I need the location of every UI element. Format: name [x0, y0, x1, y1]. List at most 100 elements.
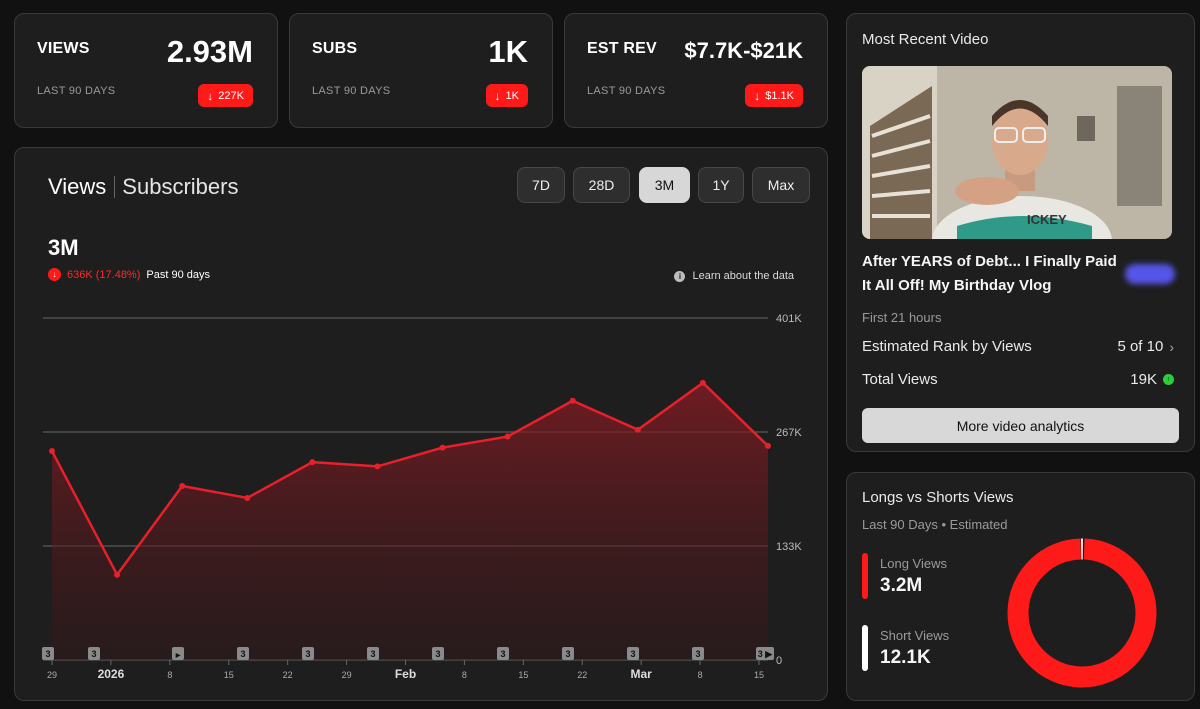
x-tick-label: 29 [47, 670, 57, 680]
upload-marker-label: 3 [240, 649, 245, 659]
arrow-up-icon: ↑ [1163, 374, 1174, 385]
data-point [439, 444, 446, 451]
time-window: First 21 hours [862, 310, 942, 325]
stat-label: VIEWS [37, 40, 90, 57]
tab-divider [114, 176, 116, 198]
upload-marker [237, 647, 249, 660]
data-point [114, 571, 121, 578]
arrow-down-icon: ↓ [754, 88, 761, 103]
y-tick-label: 0 [776, 655, 782, 667]
views-chart: 401K 267K 133K 0 3 3 ▶ 3 3 3 3 3 3 3 3 3 ▶ 29 2026 8 15 22… [42, 313, 802, 681]
data-point [244, 494, 251, 501]
data-point [374, 463, 381, 470]
learn-about-data-link[interactable]: i Learn about the data [674, 270, 794, 282]
stat-period: LAST 90 DAYS [312, 85, 391, 97]
x-tick-label: 8 [462, 670, 467, 680]
donut-short-segment [1007, 538, 1157, 688]
range-button-28d[interactable]: 28D [573, 167, 630, 203]
series-area [52, 382, 768, 660]
short-views-label: Short Views [880, 628, 950, 643]
data-point [179, 483, 186, 490]
stat-label: SUBS [312, 40, 358, 57]
x-tick-label: Feb [395, 667, 416, 681]
long-views-swatch [862, 553, 868, 599]
x-tick-label: 15 [224, 670, 234, 680]
stat-label: EST REV [587, 40, 657, 57]
data-point [634, 426, 641, 433]
stat-value: 2.93M [166, 34, 253, 69]
stat-card-subs: SUBS 1K LAST 90 DAYS ↓ 1K [289, 13, 553, 128]
change-value: 227K [218, 89, 244, 102]
y-tick-label: 401K [776, 313, 802, 325]
panel-title: Longs vs Shorts Views [862, 489, 1014, 506]
short-views-swatch [862, 625, 868, 671]
x-tick-label: 15 [754, 670, 764, 680]
upload-marker-label: 3 [305, 649, 310, 659]
recent-video-card: Most Recent Video ICKEY Af [846, 13, 1195, 452]
upload-marker [497, 647, 509, 660]
upload-marker [756, 647, 774, 660]
views-chart-card: Views Subscribers 7D 28D 3M 1Y Max 3M ↓ … [14, 147, 828, 701]
headline-value: 3M [48, 235, 79, 260]
donut-long-segment [1007, 538, 1157, 688]
more-video-analytics-button[interactable]: More video analytics [862, 408, 1179, 443]
x-tick-label: 2026 [98, 667, 125, 681]
period-text: Past 90 days [146, 268, 210, 281]
svg-text:ICKEY: ICKEY [1027, 212, 1067, 227]
x-tick-label: 22 [283, 670, 293, 680]
long-views-value: 3.2M [880, 575, 923, 596]
upload-marker [88, 647, 100, 660]
change-badge: ↓ $1.1K [745, 84, 803, 107]
upload-marker-label: 3 [630, 649, 635, 659]
arrow-down-icon: ↓ [207, 88, 214, 103]
total-views-value: 19K [1130, 371, 1157, 388]
upload-marker-label: 3 ▶ [758, 649, 774, 659]
blurred-badge [1125, 264, 1175, 284]
upload-marker [302, 647, 314, 660]
change-value: 1K [505, 89, 519, 102]
tab-views[interactable]: Views [48, 174, 107, 199]
data-point [504, 433, 511, 440]
change-row: ↓ 636K (17.48%) Past 90 days [48, 268, 210, 281]
tab-subscribers[interactable]: Subscribers [122, 174, 239, 199]
upload-marker [432, 647, 444, 660]
y-tick-label: 133K [776, 541, 802, 553]
upload-marker-label: 3 [500, 649, 505, 659]
change-badge: ↓ 1K [485, 84, 528, 107]
longs-shorts-donut [1007, 538, 1157, 688]
upload-marker-label: 3 [45, 649, 50, 659]
x-tick-label: 15 [518, 670, 528, 680]
x-tick-label: 29 [342, 670, 352, 680]
upload-marker [692, 647, 704, 660]
info-icon: i [674, 270, 686, 282]
upload-marker [42, 647, 54, 660]
range-button-max[interactable]: Max [752, 167, 810, 203]
series-line [50, 381, 769, 576]
chevron-right-icon: › [1169, 338, 1174, 355]
learn-link-text: Learn about the data [692, 270, 794, 282]
stat-period: LAST 90 DAYS [37, 85, 116, 97]
data-point [765, 442, 771, 449]
total-views-label: Total Views [862, 371, 938, 388]
upload-marker-label: 3 [435, 649, 440, 659]
data-point [49, 448, 55, 455]
video-title[interactable]: After YEARS of Debt... I Finally Paid It… [862, 253, 1117, 294]
data-point [699, 379, 706, 386]
range-button-1y[interactable]: 1Y [698, 167, 744, 203]
upload-marker-label: 3 [565, 649, 570, 659]
upload-marker-label: 3 [91, 649, 96, 659]
stat-value: $7.7K-$21K [684, 38, 803, 63]
change-text: 636K (17.48%) [67, 268, 141, 281]
arrow-down-icon: ↓ [494, 88, 501, 103]
upload-marker-label: ▶ [175, 652, 181, 659]
upload-marker-label: 3 [695, 649, 700, 659]
upload-marker [627, 647, 639, 660]
range-button-7d[interactable]: 7D [517, 167, 565, 203]
video-thumbnail[interactable]: ICKEY [862, 66, 1172, 239]
stat-value: 1K [488, 34, 528, 69]
range-button-3m[interactable]: 3M [639, 167, 690, 203]
rank-value-row[interactable]: 5 of 10 › [1117, 338, 1174, 355]
metric-tabs: Views Subscribers [48, 174, 238, 200]
data-point [569, 397, 576, 404]
panel-title: Most Recent Video [862, 31, 989, 48]
